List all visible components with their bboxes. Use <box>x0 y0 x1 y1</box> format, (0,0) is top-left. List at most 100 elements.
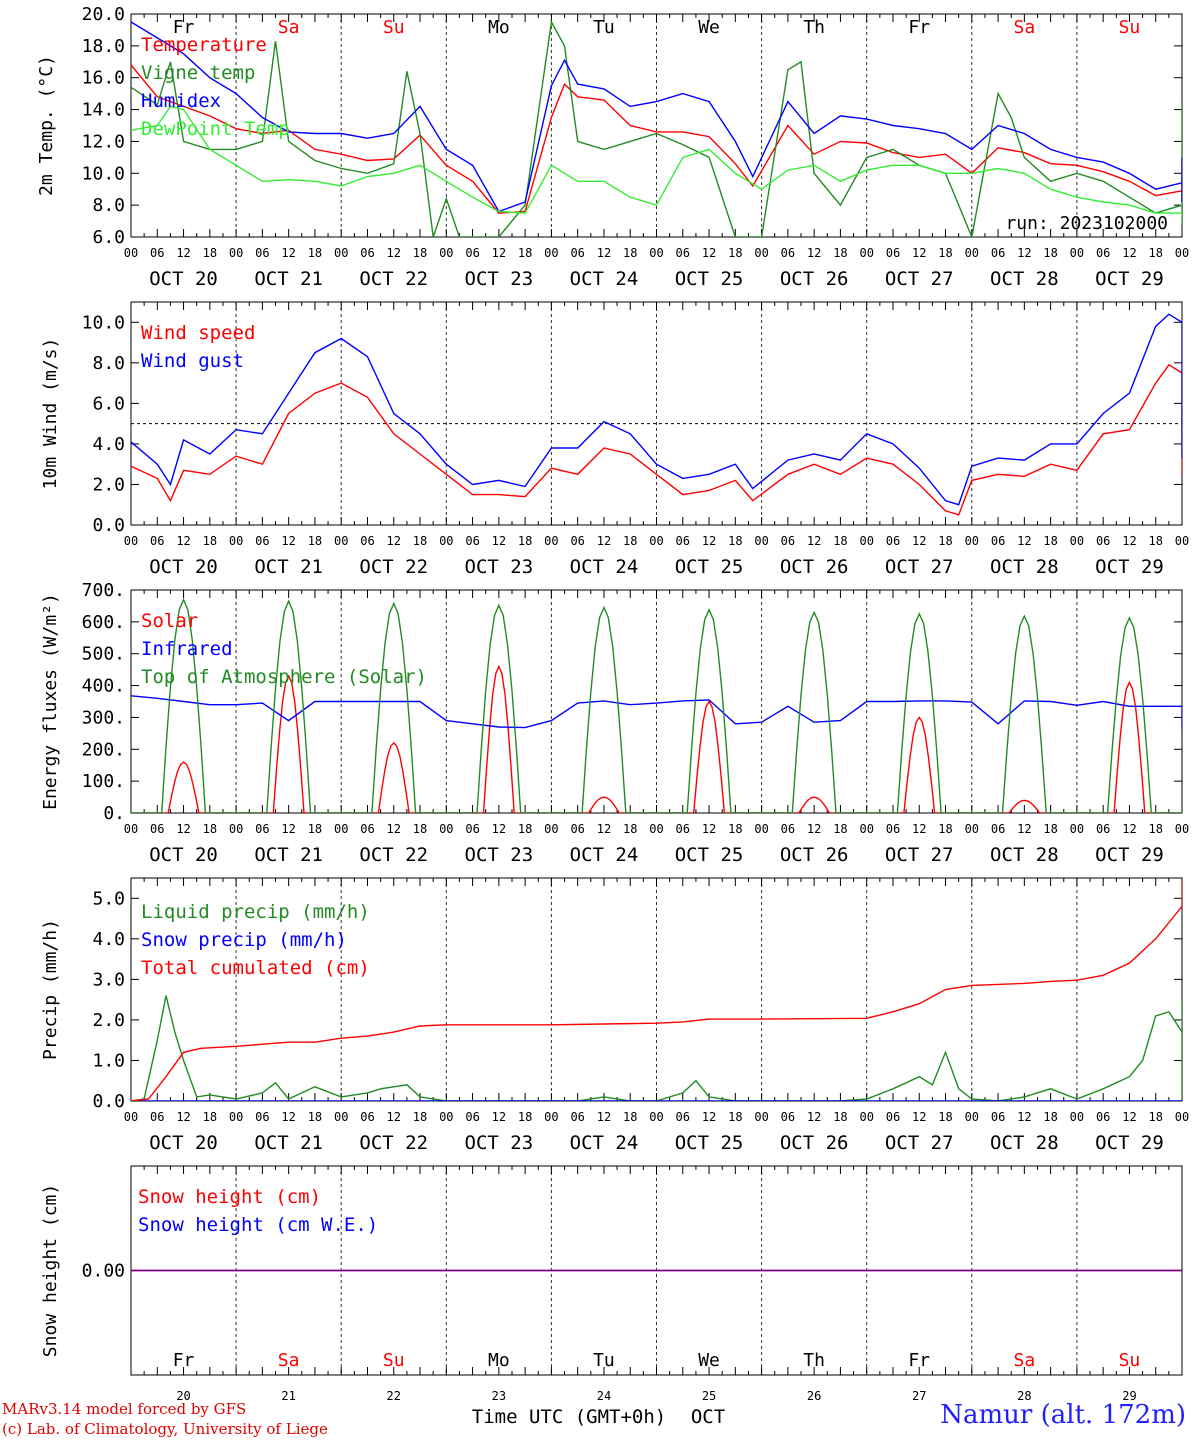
hour-tick-label: 00 <box>649 1110 663 1124</box>
y-axis-label: Precip (mm/h) <box>40 919 61 1060</box>
day-name: Fr <box>908 17 930 38</box>
hour-tick-label: 18 <box>833 1110 847 1124</box>
y-tick-label: 1.0 <box>92 1050 125 1071</box>
hour-tick-label: 12 <box>807 246 821 260</box>
lab-credit: (c) Lab. of Climatology, University of L… <box>2 1420 328 1438</box>
hour-tick-label: 00 <box>229 822 243 836</box>
y-tick-label: 0. <box>103 803 125 824</box>
day-number: 21 <box>281 1389 295 1403</box>
hour-tick-label: 18 <box>1148 246 1162 260</box>
day-name: Sa <box>1014 1350 1036 1371</box>
day-name: Fr <box>173 17 195 38</box>
y-axis-label: Energy fluxes (W/m²) <box>40 593 61 810</box>
day-number: 24 <box>597 1389 611 1403</box>
hour-tick-label: 18 <box>938 1110 952 1124</box>
y-tick-label: 0.00 <box>82 1261 125 1282</box>
hour-tick-label: 00 <box>229 534 243 548</box>
hour-tick-label: 12 <box>492 246 506 260</box>
y-tick-label: 6.0 <box>92 393 125 414</box>
day-name: Tu <box>593 1350 615 1371</box>
legend-entry: Temperature <box>141 34 267 56</box>
date-label: OCT 26 <box>780 844 849 866</box>
hour-tick-label: 12 <box>912 1110 926 1124</box>
y-axis-label: 10m Wind (m/s) <box>40 338 61 490</box>
day-name: Fr <box>908 1350 930 1371</box>
day-number: 23 <box>492 1389 506 1403</box>
hour-tick-label: 00 <box>439 246 453 260</box>
hour-tick-label: 12 <box>702 822 716 836</box>
date-label: OCT 24 <box>570 1132 639 1154</box>
hour-tick-label: 06 <box>255 246 269 260</box>
day-name: Sa <box>278 1350 300 1371</box>
hour-tick-label: 18 <box>518 822 532 836</box>
hour-tick-label: 12 <box>912 822 926 836</box>
series-line <box>131 105 1182 225</box>
date-label: OCT 25 <box>675 556 744 578</box>
hour-tick-label: 06 <box>570 246 584 260</box>
date-label: OCT 28 <box>990 1132 1059 1154</box>
hour-tick-label: 00 <box>754 534 768 548</box>
hour-tick-label: 18 <box>308 246 322 260</box>
hour-tick-label: 12 <box>597 822 611 836</box>
legend-entry: Snow height (cm W.E.) <box>138 1214 378 1236</box>
hour-tick-label: 00 <box>1070 822 1084 836</box>
day-name: Sa <box>1014 17 1036 38</box>
legend-entry: Wind speed <box>141 322 255 344</box>
date-label: OCT 25 <box>675 1132 744 1154</box>
hour-tick-label: 00 <box>649 246 663 260</box>
hour-tick-label: 00 <box>1175 822 1189 836</box>
hour-tick-label: 12 <box>1122 534 1136 548</box>
hour-tick-label: 00 <box>1070 246 1084 260</box>
hour-tick-label: 12 <box>387 534 401 548</box>
hour-tick-label: 06 <box>676 246 690 260</box>
hour-tick-label: 18 <box>413 1110 427 1124</box>
hour-tick-label: 00 <box>859 534 873 548</box>
hour-tick-label: 06 <box>991 1110 1005 1124</box>
y-tick-label: 0.0 <box>92 1091 125 1112</box>
legend-entry: Infrared <box>141 638 233 660</box>
series-line <box>131 880 1182 1101</box>
date-label: OCT 21 <box>254 844 323 866</box>
hour-tick-label: 00 <box>754 1110 768 1124</box>
series-line <box>131 19 1182 237</box>
hour-tick-label: 00 <box>229 246 243 260</box>
hour-tick-label: 12 <box>807 822 821 836</box>
y-tick-label: 700. <box>82 580 125 601</box>
day-name: Th <box>803 17 825 38</box>
hour-tick-label: 06 <box>1096 246 1110 260</box>
hour-tick-label: 06 <box>255 534 269 548</box>
hour-tick-label: 12 <box>912 246 926 260</box>
hour-tick-label: 18 <box>728 534 742 548</box>
date-label: OCT 27 <box>885 844 954 866</box>
hour-tick-label: 18 <box>518 1110 532 1124</box>
hour-tick-label: 06 <box>1096 534 1110 548</box>
hour-tick-label: 06 <box>1096 822 1110 836</box>
hour-tick-label: 06 <box>1096 1110 1110 1124</box>
legend-entry: Snow precip (mm/h) <box>141 929 347 951</box>
hour-tick-label: 06 <box>465 246 479 260</box>
day-name: We <box>698 1350 720 1371</box>
hour-tick-label: 06 <box>781 1110 795 1124</box>
legend-entry: Solar <box>141 610 198 632</box>
day-name: Mo <box>488 1350 510 1371</box>
hour-tick-label: 18 <box>203 1110 217 1124</box>
hour-tick-label: 18 <box>728 822 742 836</box>
hour-tick-label: 18 <box>1043 534 1057 548</box>
legend-entry: Humidex <box>141 90 221 112</box>
series-line <box>131 597 1182 813</box>
hour-tick-label: 12 <box>387 822 401 836</box>
hour-tick-label: 06 <box>886 534 900 548</box>
day-name: Su <box>1119 17 1141 38</box>
hour-tick-label: 06 <box>781 822 795 836</box>
hour-tick-label: 12 <box>1122 822 1136 836</box>
hour-tick-label: 18 <box>623 246 637 260</box>
y-tick-label: 200. <box>82 739 125 760</box>
hour-tick-label: 18 <box>413 246 427 260</box>
hour-tick-label: 06 <box>150 822 164 836</box>
hour-tick-label: 00 <box>439 1110 453 1124</box>
hour-tick-label: 18 <box>623 534 637 548</box>
hour-tick-label: 18 <box>308 1110 322 1124</box>
day-number: 29 <box>1122 1389 1136 1403</box>
day-number: 20 <box>176 1389 190 1403</box>
